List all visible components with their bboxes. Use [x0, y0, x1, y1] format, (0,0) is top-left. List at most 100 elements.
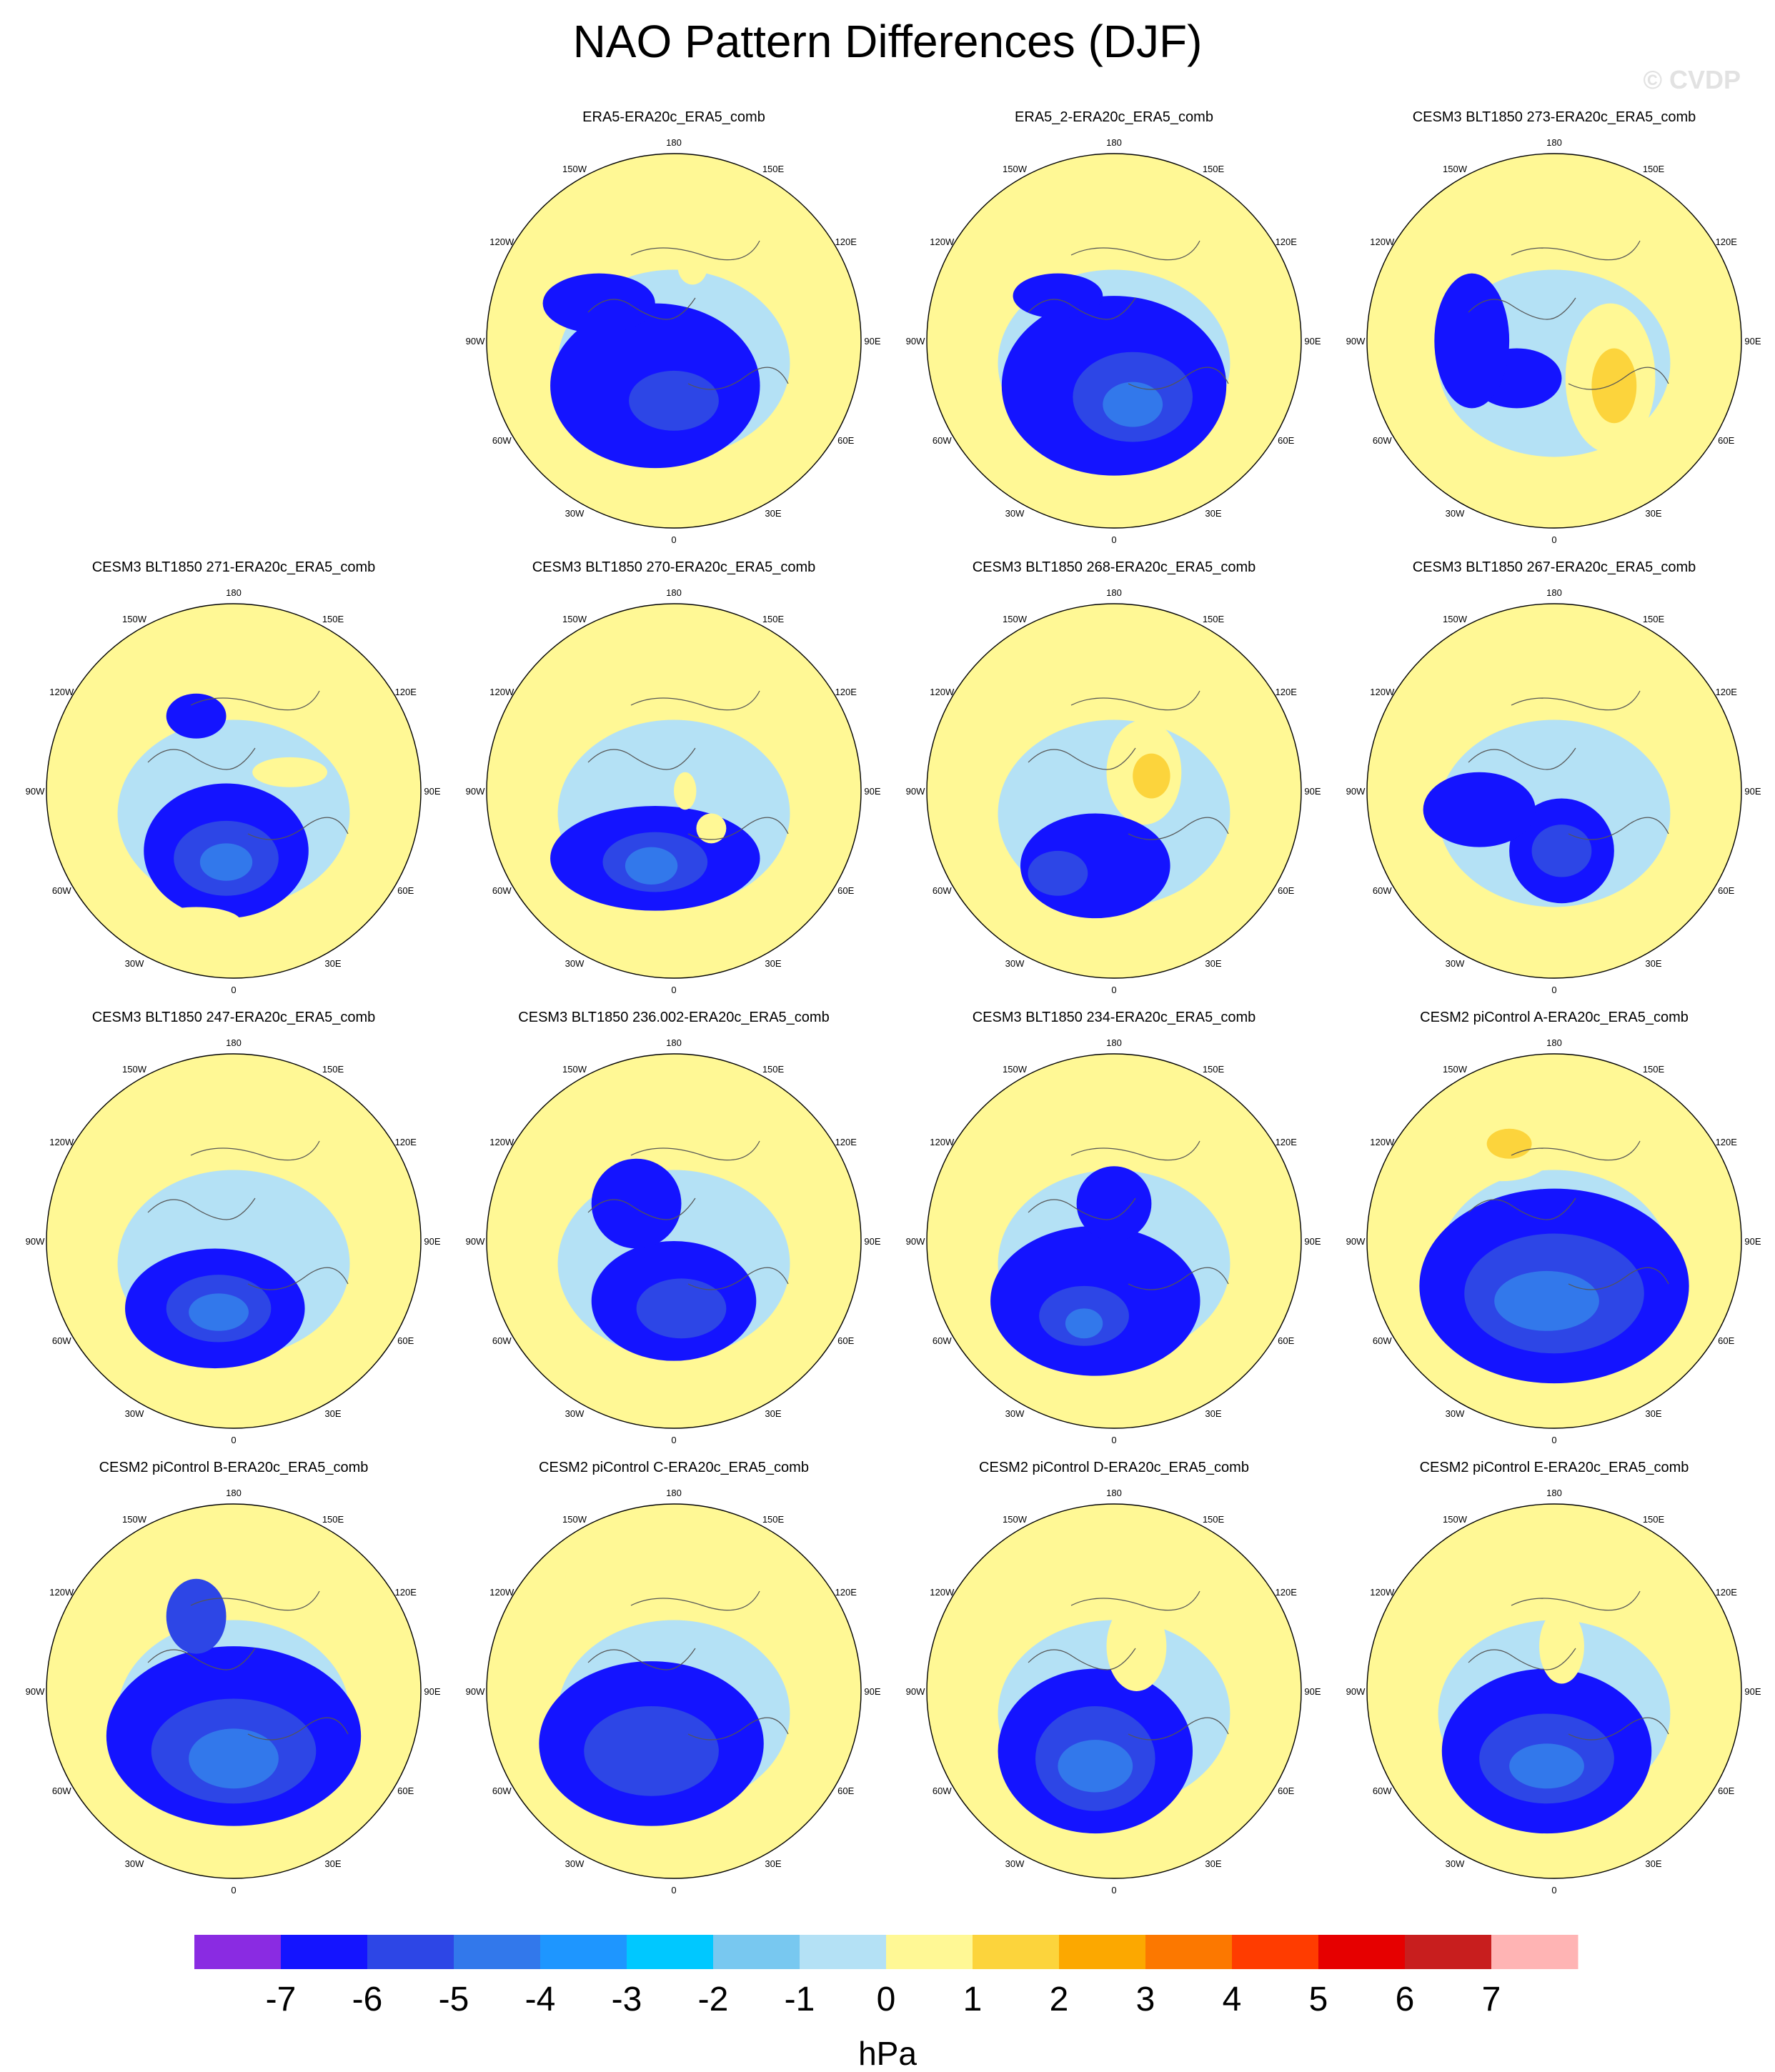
negative-anomaly-region: [584, 1705, 719, 1796]
coastline: [587, 1590, 789, 1740]
colorbar-swatch: [713, 1935, 800, 1969]
longitude-label: 30E: [324, 1408, 341, 1419]
coastline: [587, 690, 789, 840]
map-boundary: [486, 1503, 862, 1879]
colorbar-tick-label: 0: [877, 1981, 896, 2018]
longitude-label: 60E: [397, 1335, 414, 1346]
map-boundary: [1366, 1053, 1742, 1429]
longitude-label: 60W: [1373, 435, 1392, 446]
longitude-label: 90E: [1304, 336, 1321, 347]
negative-anomaly-region: [1434, 273, 1510, 409]
longitude-label: 30E: [765, 1408, 781, 1419]
longitude-label: 90E: [1744, 1236, 1761, 1247]
negative-anomaly-region: [1509, 1743, 1584, 1789]
longitude-label: 120W: [49, 1137, 74, 1147]
longitude-label: 0: [671, 985, 676, 995]
coastline: [1468, 1140, 1669, 1290]
longitude-label: 90W: [906, 336, 925, 347]
map-panel: CESM2 piControl B-ERA20c_ERA5_comb 180 150…: [14, 1459, 453, 1909]
longitude-label: 60W: [1373, 1785, 1392, 1796]
longitude-label: 90W: [1346, 1236, 1366, 1247]
longitude-label: 150W: [1003, 1064, 1028, 1075]
longitude-label: 0: [1551, 534, 1556, 545]
longitude-label: 30W: [565, 1858, 585, 1869]
longitude-label: 120E: [835, 687, 857, 697]
longitude-label: 30E: [765, 1858, 781, 1869]
colorbar-tick-label: -3: [612, 1981, 642, 2018]
colorbar-tick-label: 3: [1136, 1981, 1155, 2018]
longitude-label: 150E: [322, 1514, 344, 1525]
longitude-label: 150E: [762, 614, 785, 624]
longitude-label: 150E: [322, 1064, 344, 1075]
longitude-label: 90E: [424, 1686, 440, 1697]
longitude-label: 150W: [1003, 164, 1028, 174]
colorbar-tick-label: -7: [266, 1981, 297, 2018]
longitude-label: 60W: [492, 1785, 512, 1796]
longitude-label: 120E: [395, 687, 417, 697]
polar-map: 180 150E 120E 90E 60E 30E 0 30W 60W 90W 120W 150W: [906, 1488, 1321, 1896]
colorbar-swatch: [454, 1935, 541, 1969]
longitude-label: 30W: [1446, 1858, 1465, 1869]
colorbar-tick-label: 1: [963, 1981, 983, 2018]
colorbar-tick-label: -5: [439, 1981, 469, 2018]
longitude-label: 120W: [489, 1137, 514, 1147]
positive-anomaly-region: [674, 772, 697, 810]
colorbar-units-label: hPa: [858, 2035, 917, 2072]
colorbar-swatch: [540, 1935, 627, 1969]
map-panel: CESM3 BLT1850 267-ERA20c_ERA5_comb 180 150…: [1335, 559, 1774, 1009]
map-boundary: [1366, 603, 1742, 979]
longitude-label: 180: [666, 1488, 682, 1498]
longitude-label: 60W: [933, 435, 952, 446]
panel-title: CESM3 BLT1850 234-ERA20c_ERA5_comb: [972, 1010, 1256, 1025]
longitude-label: 150W: [122, 1514, 147, 1525]
longitude-label: 180: [1106, 137, 1122, 148]
map-boundary: [486, 1053, 862, 1429]
panel-title: ERA5_2-ERA20c_ERA5_comb: [1015, 109, 1213, 125]
longitude-label: 90E: [1304, 786, 1321, 797]
longitude-label: 180: [666, 137, 682, 148]
longitude-label: 0: [1111, 1435, 1116, 1445]
negative-anomaly-region: [1531, 825, 1592, 877]
longitude-label: 180: [226, 1488, 242, 1498]
colorbar-swatch: [1405, 1935, 1492, 1969]
longitude-label: 150W: [1003, 1514, 1028, 1525]
longitude-label: 90E: [1744, 336, 1761, 347]
panel-title: CESM3 BLT1850 270-ERA20c_ERA5_comb: [532, 559, 816, 575]
longitude-label: 150W: [1443, 164, 1468, 174]
longitude-label: 150E: [762, 1064, 785, 1075]
negative-anomaly-region: [625, 847, 678, 885]
panel-title: CESM3 BLT1850 267-ERA20c_ERA5_comb: [1412, 559, 1696, 575]
map-panel: ERA5_2-ERA20c_ERA5_comb 180 150E 120E 90E 60E…: [895, 109, 1333, 559]
positive-anomaly-region: [1453, 667, 1543, 727]
longitude-label: 90W: [1346, 1686, 1366, 1697]
longitude-label: 180: [1546, 587, 1562, 598]
longitude-label: 180: [226, 587, 242, 598]
longitude-label: 30W: [565, 958, 585, 969]
map-panel: CESM2 piControl D-ERA20c_ERA5_comb 180 150…: [895, 1459, 1333, 1909]
longitude-label: 120W: [49, 687, 74, 697]
longitude-label: 60E: [1718, 1785, 1734, 1796]
longitude-label: 30W: [1446, 1408, 1465, 1419]
longitude-label: 60E: [397, 1785, 414, 1796]
longitude-label: 120E: [835, 1137, 857, 1147]
longitude-label: 90W: [466, 336, 485, 347]
negative-anomaly-region: [1065, 1308, 1103, 1339]
panel-title: CESM3 BLT1850 268-ERA20c_ERA5_comb: [972, 559, 1256, 575]
map-panel: CESM2 piControl A-ERA20c_ERA5_comb 180 150…: [1335, 1009, 1774, 1459]
longitude-label: 150E: [1203, 1064, 1225, 1075]
longitude-label: 150W: [562, 1514, 587, 1525]
map-panel: CESM3 BLT1850 236.002-ERA20c_ERA5_comb 18…: [454, 1009, 893, 1459]
longitude-label: 60E: [837, 1335, 854, 1346]
longitude-label: 90W: [906, 1686, 925, 1697]
longitude-label: 0: [1551, 1885, 1556, 1896]
colorbar-tick-label: 7: [1482, 1981, 1501, 2018]
map-boundary: [926, 603, 1302, 979]
longitude-label: 60W: [52, 1785, 71, 1796]
longitude-label: 180: [226, 1037, 242, 1048]
longitude-label: 30E: [1645, 1858, 1661, 1869]
colorbar-swatch: [1491, 1935, 1578, 1969]
colorbar-swatch: [1318, 1935, 1406, 1969]
panel-title: CESM3 BLT1850 247-ERA20c_ERA5_comb: [91, 1010, 376, 1025]
longitude-label: 150W: [122, 614, 147, 624]
longitude-label: 30W: [565, 1408, 585, 1419]
